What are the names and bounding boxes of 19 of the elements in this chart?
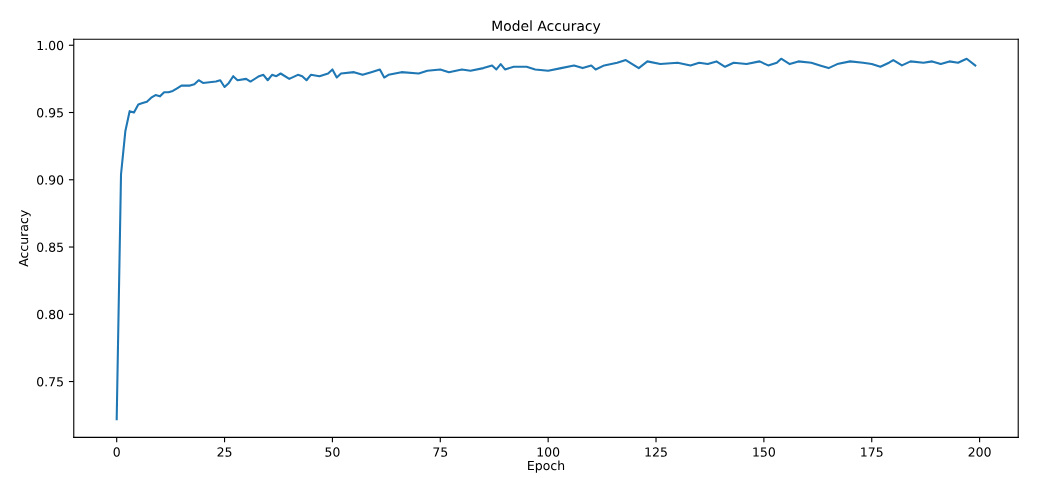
line-series bbox=[115, 57, 977, 421]
x-tick-label: 50 bbox=[325, 447, 340, 457]
y-tick-label: 0.80 bbox=[37, 309, 64, 320]
x-tick-label: 150 bbox=[753, 447, 775, 457]
y-tick-label: 0.85 bbox=[37, 242, 63, 252]
x-tick-label: 25 bbox=[217, 447, 232, 457]
y-tick-label: 0.95 bbox=[37, 107, 63, 118]
y-tick-label: 0.90 bbox=[37, 175, 64, 185]
x-axis-title: Epoch bbox=[528, 460, 565, 473]
y-axis-title: Accuracy bbox=[18, 210, 31, 267]
x-tick-label: 125 bbox=[645, 447, 667, 457]
x-tick-label: 200 bbox=[968, 447, 991, 457]
x-tick-label: 175 bbox=[861, 447, 883, 457]
x-tick-label: 75 bbox=[433, 447, 448, 457]
y-tick-label: 0.75 bbox=[37, 377, 63, 387]
x-tick-label: 0 bbox=[113, 447, 120, 457]
y-tick-label: 1.00 bbox=[37, 40, 64, 51]
x-tick-label: 100 bbox=[537, 447, 560, 457]
chart-title: Model Accuracy bbox=[492, 20, 601, 34]
